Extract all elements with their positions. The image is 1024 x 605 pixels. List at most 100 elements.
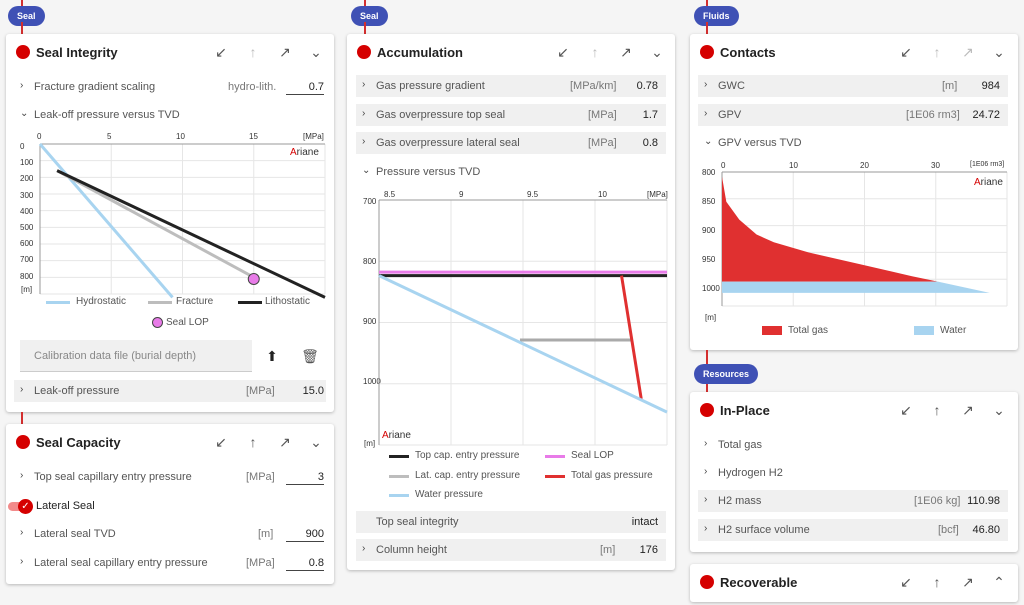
row-value: 0.78 bbox=[636, 80, 658, 92]
expand-arrow-icon[interactable]: ↗ bbox=[620, 44, 632, 60]
well-label: Ariane bbox=[974, 177, 1003, 188]
h2-mass-row[interactable]: › H2 mass [1E06 kg] 110.98 bbox=[698, 490, 1008, 512]
lateral-seal-toggle[interactable]: ✓ bbox=[8, 499, 34, 514]
y-tick: 950 bbox=[702, 255, 716, 264]
seal-badge: Seal bbox=[8, 6, 45, 26]
chevron-up-icon[interactable]: ⌃ bbox=[993, 574, 1005, 590]
chevron-down-icon[interactable]: ⌄ bbox=[310, 44, 322, 60]
seal-capacity-card: Seal Capacity ↙ ↑ ↗ ⌄ › Top seal capilla… bbox=[6, 424, 334, 584]
collapse-arrow-icon[interactable]: ↙ bbox=[900, 402, 912, 418]
expand-arrow-icon[interactable]: ↗ bbox=[279, 44, 291, 60]
chevron-down-icon[interactable]: ⌄ bbox=[310, 434, 322, 450]
expand-arrow-icon[interactable]: ↗ bbox=[279, 434, 291, 450]
card-header: Seal Integrity ↙ ↑ ↗ ⌄ bbox=[6, 34, 334, 70]
calibration-field[interactable]: Calibration data file (burial depth) bbox=[20, 340, 252, 372]
h2-volume-row[interactable]: › H2 surface volume [bcf] 46.80 bbox=[698, 519, 1008, 541]
arrow-up-icon[interactable]: ↑ bbox=[249, 434, 257, 450]
section-label: Leak-off pressure versus TVD bbox=[34, 109, 180, 121]
card-title: Contacts bbox=[720, 45, 776, 60]
row-label: GWC bbox=[718, 80, 745, 92]
fracture-line bbox=[56, 169, 255, 279]
arrow-up-icon[interactable]: ↑ bbox=[933, 574, 941, 590]
arrow-up-icon[interactable]: ↑ bbox=[249, 44, 257, 60]
collapse-arrow-icon[interactable]: ↙ bbox=[215, 44, 227, 60]
seal-integrity-card: Seal Integrity ↙ ↑ ↗ ⌄ › Fracture gradie… bbox=[6, 34, 334, 412]
x-tick: 0 bbox=[721, 161, 726, 170]
column-height-row[interactable]: › Column height [m] 176 bbox=[356, 539, 666, 561]
gpv-section-row[interactable]: ⌄ GPV versus TVD bbox=[698, 132, 1008, 154]
legend-top-cap: Top cap. entry pressure bbox=[415, 450, 520, 461]
card-header: Seal Capacity ↙ ↑ ↗ ⌄ bbox=[6, 424, 334, 460]
arrow-up-icon[interactable]: ↑ bbox=[933, 44, 941, 60]
row-unit: hydro-lith. bbox=[228, 81, 277, 93]
lateral-cap-input[interactable]: 0.8 bbox=[286, 555, 324, 571]
fracture-gradient-input[interactable]: 0.7 bbox=[286, 79, 324, 95]
chevron-down-icon[interactable]: ⌄ bbox=[993, 402, 1005, 418]
well-label: Ariane bbox=[290, 147, 319, 158]
x-tick: 10 bbox=[176, 132, 185, 141]
fracture-gradient-row[interactable]: › Fracture gradient scaling hydro-lith. … bbox=[14, 76, 326, 98]
gwc-row[interactable]: › GWC [m] 984 bbox=[698, 75, 1008, 97]
row-unit: [MPa] bbox=[588, 137, 617, 149]
arrow-up-icon[interactable]: ↑ bbox=[591, 44, 599, 60]
lop-section-row[interactable]: ⌄ Leak-off pressure versus TVD bbox=[14, 104, 326, 126]
chevron-right-icon: › bbox=[20, 80, 24, 91]
arrow-up-icon[interactable]: ↑ bbox=[933, 402, 941, 418]
calibration-placeholder: Calibration data file (burial depth) bbox=[34, 350, 197, 362]
lateral-tvd-row[interactable]: › Lateral seal TVD [m] 900 bbox=[14, 523, 326, 545]
y-tick: 800 bbox=[20, 271, 34, 281]
lateral-cap-row[interactable]: › Lateral seal capillary entry pressure … bbox=[14, 552, 326, 574]
legend-fracture: Fracture bbox=[176, 296, 214, 307]
gas-overpressure-top-row[interactable]: › Gas overpressure top seal [MPa] 1.7 bbox=[356, 104, 666, 126]
timeline-line bbox=[364, 22, 366, 34]
gpv-row[interactable]: › GPV [1E06 rm3] 24.72 bbox=[698, 104, 1008, 126]
row-value: 24.72 bbox=[972, 109, 1000, 121]
y-unit: [m] bbox=[705, 313, 717, 322]
status-dot bbox=[16, 435, 30, 449]
hydrogen-row[interactable]: › Hydrogen H2 bbox=[698, 462, 1008, 484]
row-label: H2 mass bbox=[718, 495, 762, 507]
total-gas-row[interactable]: › Total gas bbox=[698, 434, 1008, 456]
row-unit: [m] bbox=[258, 528, 274, 540]
timeline-line bbox=[21, 412, 23, 424]
chevron-down-icon[interactable]: ⌄ bbox=[651, 44, 663, 60]
top-seal-input[interactable]: 3 bbox=[286, 469, 324, 485]
top-seal-row[interactable]: › Top seal capillary entry pressure [MPa… bbox=[14, 466, 326, 488]
row-unit: [MPa] bbox=[246, 557, 275, 569]
expand-arrow-icon[interactable]: ↗ bbox=[962, 402, 974, 418]
section-label: Pressure versus TVD bbox=[376, 166, 481, 178]
y-tick: 1000 bbox=[363, 377, 381, 386]
row-value: 984 bbox=[981, 80, 1000, 92]
legend-swatch bbox=[46, 301, 70, 304]
resources-badge: Resources bbox=[694, 364, 759, 384]
gas-overpressure-lateral-row[interactable]: › Gas overpressure lateral seal [MPa] 0.… bbox=[356, 132, 666, 154]
collapse-arrow-icon[interactable]: ↙ bbox=[900, 574, 912, 590]
x-tick: 5 bbox=[107, 132, 112, 141]
legend-swatch bbox=[148, 301, 172, 304]
gas-gradient-row[interactable]: › Gas pressure gradient [MPa/km] 0.78 bbox=[356, 75, 666, 97]
row-unit: [1E06 kg] bbox=[914, 495, 961, 507]
chevron-right-icon: › bbox=[704, 494, 708, 505]
collapse-arrow-icon[interactable]: ↙ bbox=[900, 44, 912, 60]
pressure-section-row[interactable]: ⌄ Pressure versus TVD bbox=[356, 161, 666, 183]
card-header: Contacts ↙ ↑ ↗ ⌄ bbox=[690, 34, 1018, 70]
expand-arrow-icon[interactable]: ↗ bbox=[962, 44, 974, 60]
lateral-tvd-input[interactable]: 900 bbox=[286, 526, 324, 542]
chevron-down-icon[interactable]: ⌄ bbox=[993, 44, 1005, 60]
expand-arrow-icon[interactable]: ↗ bbox=[962, 574, 974, 590]
y-tick: 900 bbox=[702, 226, 716, 235]
trash-icon[interactable]: 🗑 bbox=[301, 348, 319, 364]
status-dot bbox=[16, 45, 30, 59]
y-tick: 400 bbox=[20, 206, 34, 216]
chevron-down-icon: ⌄ bbox=[704, 136, 713, 147]
row-label: Gas overpressure top seal bbox=[376, 109, 506, 121]
y-tick: 850 bbox=[702, 197, 716, 206]
collapse-arrow-icon[interactable]: ↙ bbox=[557, 44, 569, 60]
row-value: 0.8 bbox=[642, 137, 658, 149]
collapse-arrow-icon[interactable]: ↙ bbox=[215, 434, 227, 450]
y-tick: 200 bbox=[20, 174, 34, 184]
leak-off-row[interactable]: › Leak-off pressure [MPa] 15.0 bbox=[14, 380, 326, 402]
chevron-right-icon: › bbox=[704, 79, 708, 90]
upload-icon[interactable]: ⬆ bbox=[266, 348, 278, 364]
row-label: Total gas bbox=[718, 439, 763, 451]
